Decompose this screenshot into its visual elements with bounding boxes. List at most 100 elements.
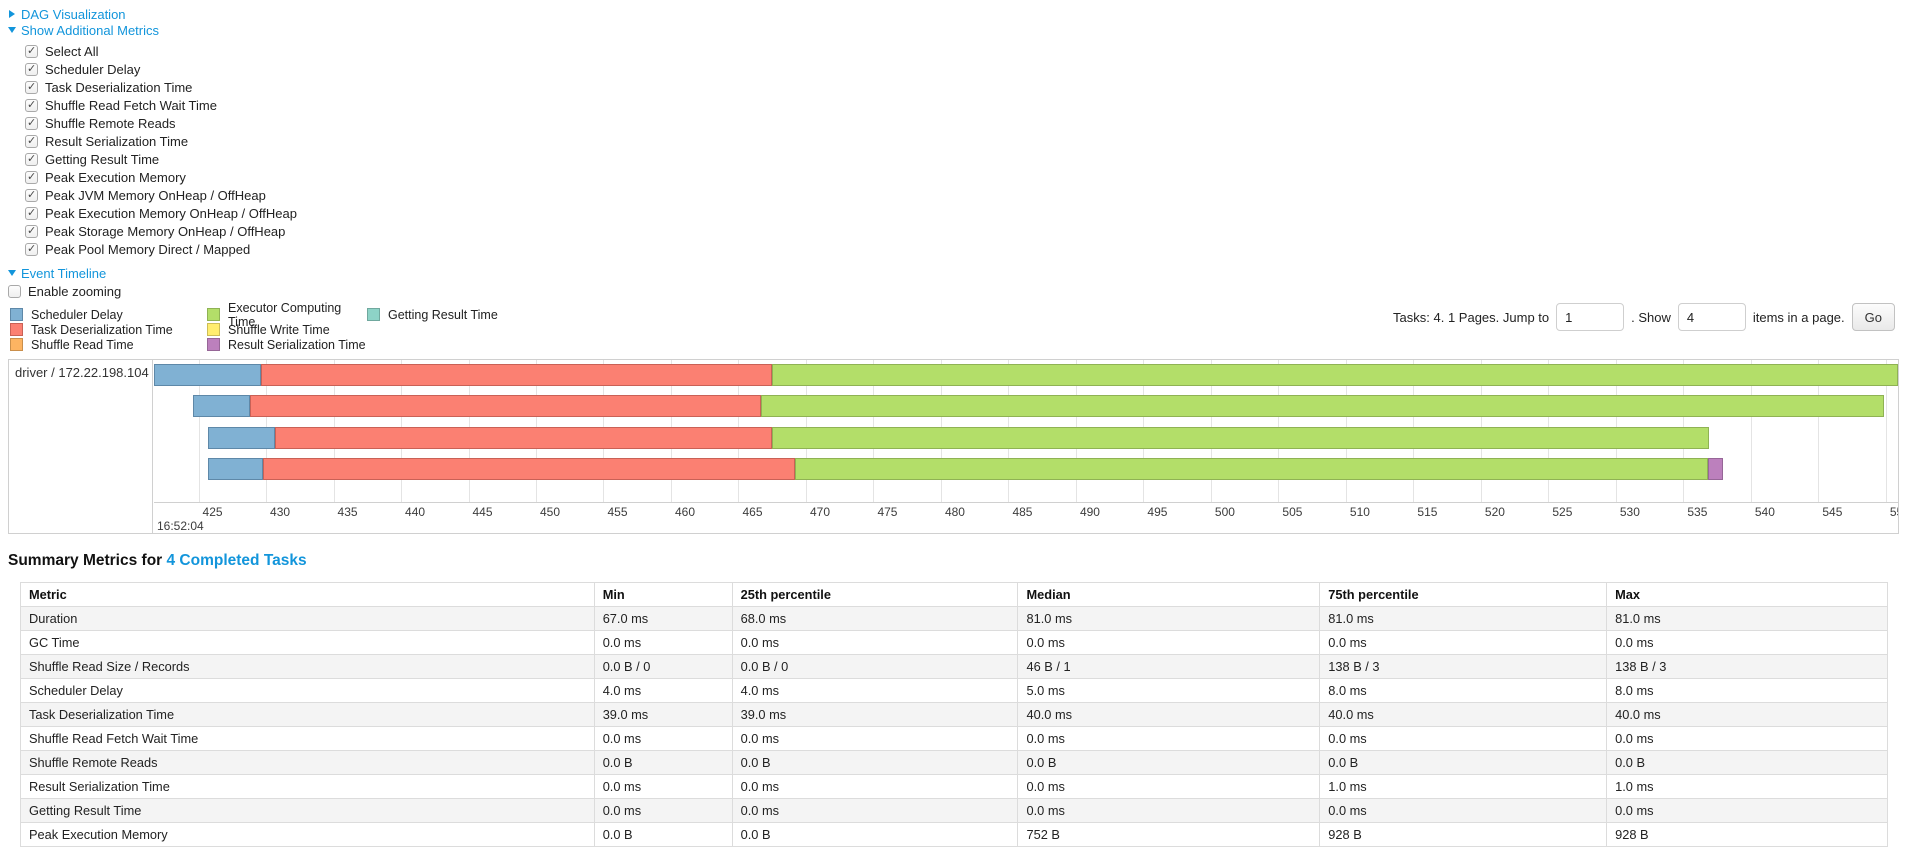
legend-swatch-shuffle-read — [10, 338, 23, 351]
summary-value-cell: 0.0 ms — [1017, 726, 1321, 751]
summary-metric-name-cell: Duration — [20, 606, 595, 631]
legend-column: Getting Result Time — [367, 307, 498, 322]
summary-metric-name-cell: Scheduler Delay — [20, 678, 595, 703]
summary-value-cell: 4.0 ms — [593, 678, 733, 703]
metric-checkbox[interactable] — [25, 116, 38, 130]
summary-value-cell: 8.0 ms — [1319, 678, 1608, 703]
summary-value-cell: 0.0 B — [1606, 750, 1888, 775]
task-bar-segment-executor-computing[interactable] — [772, 427, 1709, 449]
summary-table-row: Shuffle Read Fetch Wait Time 0.0 ms 0.0 ms… — [20, 726, 1888, 751]
summary-table-row: Shuffle Read Size / Records 0.0 B / 0 0.0 … — [20, 654, 1888, 679]
axis-gridline — [1885, 360, 1887, 502]
summary-table-row: GC Time 0.0 ms 0.0 ms 0.0 ms 0.0 ms 0.0 ms — [20, 630, 1888, 655]
legend-item: Result Serialization Time — [207, 337, 367, 352]
legend-swatch-task-deserialization — [10, 323, 23, 336]
summary-metric-name-cell: Shuffle Remote Reads — [20, 750, 595, 775]
axis-tick-label: 545 — [1822, 505, 1843, 519]
summary-value-cell: 81.0 ms — [1017, 606, 1321, 631]
summary-value-cell: 40.0 ms — [1017, 702, 1321, 727]
task-bar-segment-result-serialization[interactable] — [1707, 458, 1723, 480]
summary-value-cell: 0.0 ms — [731, 774, 1019, 799]
page-size-input[interactable] — [1677, 303, 1746, 331]
metric-checkbox[interactable] — [25, 242, 38, 256]
summary-value-cell: 0.0 ms — [1606, 726, 1888, 751]
task-bar-segment-task-deserialization[interactable] — [260, 364, 773, 386]
axis-tick-label: 460 — [674, 505, 696, 519]
collapsed-arrow-icon — [9, 10, 15, 18]
task-bar-segment-scheduler-delay[interactable] — [207, 458, 264, 480]
enable-zooming-checkbox[interactable] — [8, 284, 21, 298]
task-bar-segment-task-deserialization[interactable] — [263, 458, 796, 480]
summary-metrics-heading: Summary Metrics for 4 Completed Tasks — [8, 552, 1907, 570]
task-bar-segment-executor-computing[interactable] — [772, 364, 1898, 386]
metric-checkbox-label: Select All — [45, 43, 99, 59]
task-bar-segment-task-deserialization[interactable] — [275, 427, 773, 449]
metric-checkbox[interactable] — [25, 224, 38, 238]
metric-checkbox-row: Task Deserialization Time — [25, 78, 1907, 96]
task-bar-segment-scheduler-delay[interactable] — [193, 395, 250, 417]
summary-value-cell: 81.0 ms — [1606, 606, 1888, 631]
legend-label: Task Deserialization Time — [31, 322, 173, 337]
legend-item: Scheduler Delay — [10, 307, 207, 322]
task-bar-segment-scheduler-delay[interactable] — [154, 364, 261, 386]
axis-tick-label: 430 — [270, 505, 291, 519]
summary-value-cell: 0.0 ms — [593, 774, 733, 799]
metric-checkbox[interactable] — [25, 98, 38, 112]
summary-value-cell: 0.0 B — [593, 750, 733, 775]
metric-checkbox[interactable] — [25, 206, 38, 220]
enable-zooming-row: Enable zooming — [8, 283, 1907, 299]
event-timeline-toggle[interactable]: Event Timeline — [8, 265, 1907, 281]
metric-checkbox[interactable] — [25, 44, 38, 58]
axis-tick-label: 525 — [1552, 505, 1573, 519]
metric-checkbox[interactable] — [25, 170, 38, 184]
summary-value-cell: 928 B — [1606, 822, 1888, 847]
legend-swatch-getting-result — [367, 308, 380, 321]
summary-value-cell: 67.0 ms — [593, 606, 733, 631]
enable-zooming-label: Enable zooming — [28, 283, 122, 299]
metric-checkbox[interactable] — [25, 134, 38, 148]
dag-visualization-toggle[interactable]: DAG Visualization — [8, 6, 1907, 22]
summary-table-header: Metric Min 25th percentile Median 75th p… — [20, 582, 1888, 607]
legend-bar: Scheduler Delay Task Deserialization Time… — [10, 301, 1907, 355]
axis-tick-label: 500 — [1214, 505, 1235, 519]
task-bar-segment-executor-computing[interactable] — [761, 395, 1885, 417]
metric-checkbox[interactable] — [25, 152, 38, 166]
summary-value-cell: 928 B — [1319, 822, 1608, 847]
summary-value-cell: 0.0 ms — [1017, 774, 1321, 799]
summary-table-row: Task Deserialization Time 39.0 ms 39.0 ms 4… — [20, 702, 1888, 727]
metric-checkbox-row: Peak Execution Memory — [25, 168, 1907, 186]
summary-value-cell: 0.0 B — [731, 822, 1019, 847]
metric-checkbox[interactable] — [25, 62, 38, 76]
summary-header-cell: Min — [593, 582, 733, 607]
metric-checkbox[interactable] — [25, 188, 38, 202]
summary-value-cell: 0.0 ms — [1319, 630, 1608, 655]
event-timeline-chart: driver / 172.22.198.104 16:52:04 425 430 4… — [8, 359, 1899, 534]
task-bar-segment-task-deserialization[interactable] — [249, 395, 762, 417]
metric-checkbox[interactable] — [25, 80, 38, 94]
summary-metric-name-cell: Task Deserialization Time — [20, 702, 595, 727]
metric-checkbox-row: Peak Storage Memory OnHeap / OffHeap — [25, 222, 1907, 240]
jump-to-page-input[interactable] — [1556, 303, 1625, 331]
task-bar-segment-executor-computing[interactable] — [795, 458, 1708, 480]
metric-checkbox-row: Shuffle Remote Reads — [25, 114, 1907, 132]
show-additional-metrics-toggle[interactable]: Show Additional Metrics — [8, 22, 1907, 38]
show-additional-metrics-label: Show Additional Metrics — [21, 22, 160, 38]
legend-label: Scheduler Delay — [31, 307, 123, 322]
summary-header-cell: 25th percentile — [731, 582, 1019, 607]
completed-tasks-link[interactable]: 4 Completed Tasks — [166, 552, 307, 569]
go-button[interactable]: Go — [1851, 303, 1895, 331]
summary-header-cell: Metric — [20, 582, 595, 607]
summary-value-cell: 5.0 ms — [1017, 678, 1321, 703]
summary-value-cell: 0.0 B — [593, 822, 733, 847]
legend-label: Result Serialization Time — [228, 337, 366, 352]
axis-tick-label: 485 — [1012, 505, 1033, 519]
metric-checkbox-row: Shuffle Read Fetch Wait Time — [25, 96, 1907, 114]
axis-separator-line — [154, 502, 1898, 503]
legend-column: Scheduler Delay Task Deserialization Time… — [10, 307, 207, 352]
metric-checkbox-label: Peak Storage Memory OnHeap / OffHeap — [45, 223, 286, 239]
task-bar-segment-scheduler-delay[interactable] — [207, 427, 276, 449]
summary-value-cell: 0.0 ms — [1319, 798, 1608, 823]
summary-value-cell: 0.0 ms — [1606, 630, 1888, 655]
summary-value-cell: 0.0 ms — [1606, 798, 1888, 823]
metric-checkbox-label: Peak JVM Memory OnHeap / OffHeap — [45, 187, 266, 203]
